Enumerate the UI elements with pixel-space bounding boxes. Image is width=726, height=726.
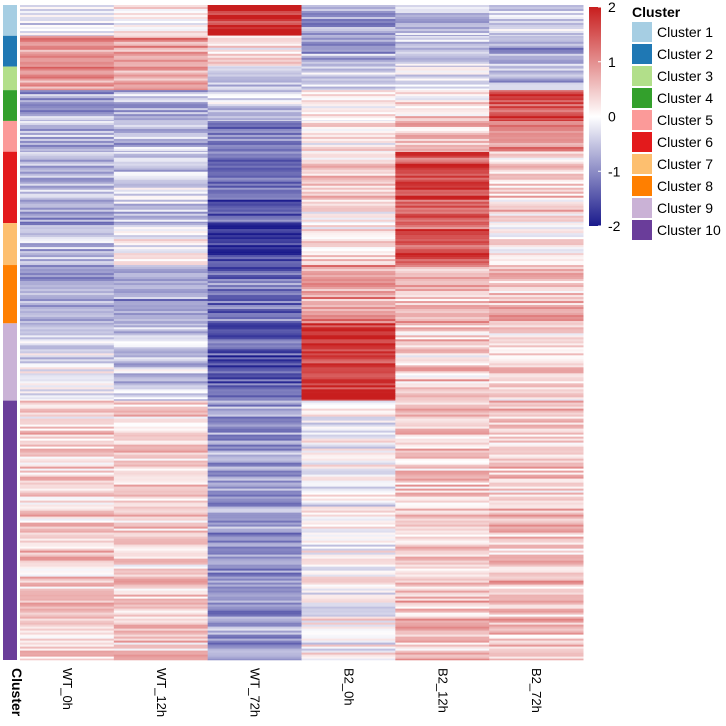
cluster-annotation-8 <box>3 265 17 324</box>
color-scale-tick-0: 2 <box>608 0 616 15</box>
column-label-b2-72h: B2_72h <box>529 668 544 713</box>
legend-swatch-cluster-4 <box>632 88 652 108</box>
legend-swatch-cluster-6 <box>632 132 652 152</box>
heatmap-cluster-8 <box>20 265 584 324</box>
legend-swatch-cluster-8 <box>632 176 652 196</box>
legend-label-cluster-1: Cluster 1 <box>657 24 713 40</box>
legend-label-cluster-5: Cluster 5 <box>657 112 713 128</box>
legend-label-cluster-2: Cluster 2 <box>657 46 713 62</box>
column-labels: WT_0h WT_12h WT_72h B2_0h B2_12h B2_72h <box>60 668 544 717</box>
legend-swatch-cluster-7 <box>632 154 652 174</box>
heatmap-cluster-1 <box>20 5 584 37</box>
legend-label-cluster-3: Cluster 3 <box>657 68 713 84</box>
cluster-annotation-6 <box>3 151 17 224</box>
heatmap-cluster-10 <box>20 400 584 661</box>
legend-label-cluster-10: Cluster 10 <box>657 222 721 238</box>
legend-label-cluster-8: Cluster 8 <box>657 178 713 194</box>
cluster-annotation-2 <box>3 35 17 67</box>
cluster-annotation-bar <box>3 5 17 660</box>
cluster-annotation-3 <box>3 66 17 91</box>
legend-swatch-cluster-9 <box>632 198 652 218</box>
cluster-legend: Cluster Cluster 1 Cluster 2 Cluster 3 Clust… <box>632 4 721 240</box>
cluster-annotation-1 <box>3 5 17 36</box>
cluster-annotation-9 <box>3 323 17 401</box>
column-label-wt-72h: WT_72h <box>248 668 263 717</box>
legend-label-cluster-4: Cluster 4 <box>657 90 713 106</box>
color-scale-bar: 2 1 0 -1 -2 <box>589 0 621 234</box>
legend-label-cluster-7: Cluster 7 <box>657 156 713 172</box>
legend-swatch-cluster-10 <box>632 220 652 240</box>
column-label-wt-12h: WT_12h <box>154 668 169 717</box>
heatmap-cluster-3 <box>20 66 584 91</box>
cluster-annotation-10 <box>3 400 17 660</box>
column-label-b2-12h: B2_12h <box>435 668 450 713</box>
column-label-b2-0h: B2_0h <box>341 668 356 706</box>
heatmap-cluster-5 <box>20 120 584 153</box>
cluster-annotation-4 <box>3 90 17 121</box>
color-scale-tick-1: 1 <box>608 54 616 70</box>
legend-swatch-cluster-1 <box>632 22 652 42</box>
heatmap-cluster-9 <box>20 323 584 401</box>
cluster-annotation-7 <box>3 223 17 266</box>
heatmap-cluster-6 <box>20 151 584 224</box>
legend-swatch-cluster-5 <box>632 110 652 130</box>
heatmap-cluster-4 <box>20 90 584 122</box>
legend-title: Cluster <box>632 4 681 20</box>
color-scale-tick-2: 0 <box>608 109 616 125</box>
legend-swatch-cluster-2 <box>632 44 652 64</box>
heatmap-cluster-7 <box>20 223 584 266</box>
color-scale-tick-4: -2 <box>608 218 621 234</box>
color-scale-tick-3: -1 <box>608 163 621 179</box>
legend-swatch-cluster-3 <box>632 66 652 86</box>
cluster-annotation-5 <box>3 120 17 152</box>
cluster-axis-label: Cluster <box>9 668 25 717</box>
heatmap-cells <box>20 5 584 661</box>
legend-label-cluster-6: Cluster 6 <box>657 134 713 150</box>
column-label-wt-0h: WT_0h <box>60 668 75 710</box>
legend-label-cluster-9: Cluster 9 <box>657 200 713 216</box>
heatmap-cluster-2 <box>20 35 584 67</box>
